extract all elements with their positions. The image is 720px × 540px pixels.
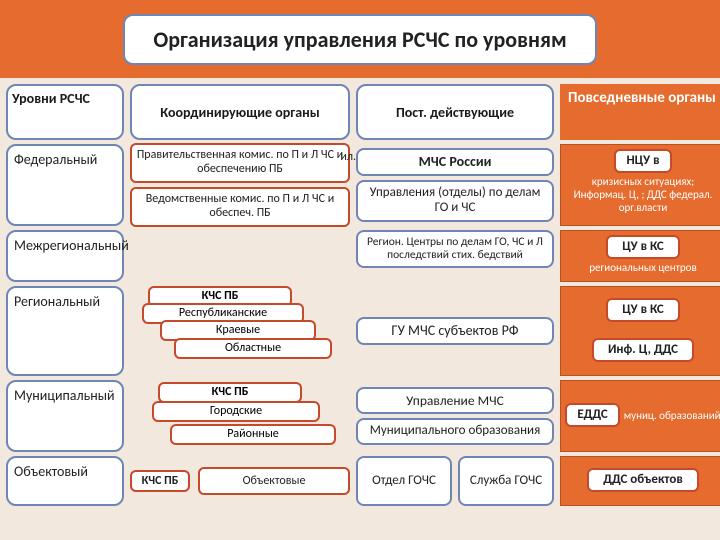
municipal-coord: КЧС ПБ Городские Районные	[130, 380, 350, 452]
municipal-coord-head: КЧС ПБ	[158, 382, 302, 403]
header-levels: Уровни РСЧС	[6, 84, 124, 140]
org-grid: Уровни РСЧС Координирующие органы Пост. …	[0, 78, 720, 512]
regional-perm: ГУ МЧС субъектов РФ	[356, 286, 554, 376]
regional-daily-chip1: ЦУ в КС	[606, 298, 680, 322]
object-coord-left: КЧС ПБ	[130, 470, 190, 492]
regional-coord-l3: Областные	[174, 338, 332, 359]
regional-daily-chip2: Инф. Ц, ДДС	[592, 338, 694, 362]
federal-perm: МЧС России Управления (отделы) по делам …	[356, 144, 554, 226]
object-coord: КЧС ПБ Объектовые	[130, 456, 350, 506]
title-band: Организация управления РСЧС по уровням	[0, 0, 720, 78]
object-perm: Отдел ГОЧС Служба ГОЧС	[356, 456, 554, 506]
interregional-daily-chip: ЦУ в КС	[606, 235, 680, 259]
level-regional: Региональный	[6, 286, 124, 376]
level-municipal: Муниципальный	[6, 380, 124, 452]
interregional-coord	[130, 230, 350, 282]
object-perm-right: Служба ГОЧС	[458, 456, 554, 506]
regional-coord: КЧС ПБ Республиканские Краевые Областные	[130, 286, 350, 376]
federal-daily-sub: кризисных ситуациях; Информац. Ц, ; ДДС …	[565, 175, 720, 215]
federal-daily: НЦУ в кризисных ситуациях; Информац. Ц, …	[560, 144, 720, 226]
interregional-daily: ЦУ в КС региональных центров	[560, 230, 720, 282]
level-federal: Федеральный	[6, 144, 124, 226]
interregional-perm-box: Регион. Центры по делам ГО, ЧС и Л после…	[356, 230, 554, 268]
municipal-coord-l1: Городские	[152, 401, 320, 422]
federal-perm-b: Управления (отделы) по делам ГО и ЧС	[356, 180, 554, 222]
municipal-coord-l2: Районные	[170, 424, 336, 445]
object-perm-left: Отдел ГОЧС	[356, 456, 452, 506]
regional-daily: ЦУ в КС Инф. Ц, ДДС	[560, 286, 720, 376]
interregional-perm: Регион. Центры по делам ГО, ЧС и Л после…	[356, 230, 554, 282]
object-coord-right: Объектовые	[198, 467, 350, 495]
federal-daily-chip: НЦУ в	[614, 149, 671, 173]
interregional-daily-sub: региональных центров	[589, 261, 697, 274]
federal-coord-a: Правительственная комис. по П и Л ЧС и о…	[130, 143, 350, 183]
header-daily: Повседневные органы	[560, 84, 720, 140]
level-interregional: Межрегиональный	[6, 230, 124, 282]
federal-perm-a: МЧС России	[356, 148, 554, 176]
municipal-perm: Управление МЧС Муниципального образовани…	[356, 380, 554, 452]
object-daily: ДДС объектов	[560, 456, 720, 506]
federal-coord: ил. Правительственная комис. по П и Л ЧС…	[130, 144, 350, 226]
header-perm: Пост. действующие	[356, 84, 554, 140]
municipal-daily: ЕДДС муниц. образований	[560, 380, 720, 452]
municipal-daily-sub: муниц. образований	[624, 409, 720, 422]
municipal-perm-b: Муниципального образования	[356, 418, 554, 445]
regional-perm-box: ГУ МЧС субъектов РФ	[356, 317, 554, 345]
municipal-perm-a: Управление МЧС	[356, 387, 554, 415]
municipal-daily-chip: ЕДДС	[565, 403, 619, 427]
level-object: Объектовый	[6, 456, 124, 506]
federal-coord-b: Ведомственные комис. по П и Л ЧС и обесп…	[130, 187, 350, 227]
page-title: Организация управления РСЧС по уровням	[123, 14, 596, 65]
object-daily-chip: ДДС объектов	[587, 468, 699, 492]
header-coord: Координирующие органы	[130, 84, 350, 140]
